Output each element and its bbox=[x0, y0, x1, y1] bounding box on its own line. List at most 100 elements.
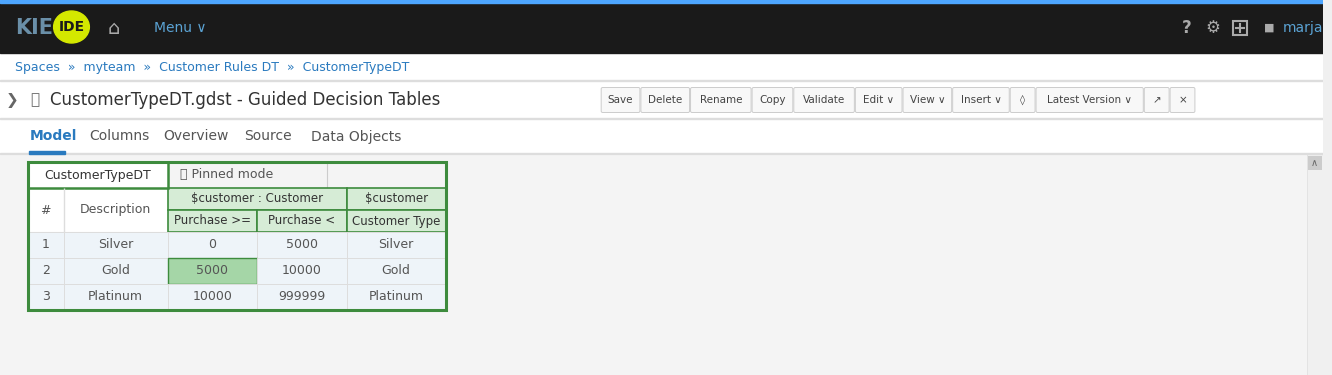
Text: Description: Description bbox=[80, 204, 152, 216]
Text: ■: ■ bbox=[1264, 23, 1275, 33]
Bar bbox=[0, 153, 1323, 154]
Bar bbox=[257, 258, 346, 284]
Text: Purchase >=: Purchase >= bbox=[174, 214, 250, 228]
Text: ×: × bbox=[1177, 95, 1187, 105]
Bar bbox=[29, 150, 64, 153]
Text: ⌂: ⌂ bbox=[108, 18, 120, 38]
Text: Gold: Gold bbox=[382, 264, 410, 278]
Text: Platinum: Platinum bbox=[88, 291, 143, 303]
Bar bbox=[168, 162, 326, 188]
Text: ∧: ∧ bbox=[1311, 158, 1319, 168]
Bar bbox=[28, 162, 168, 188]
Bar bbox=[28, 162, 446, 310]
Bar bbox=[64, 284, 168, 310]
Text: Menu ∨: Menu ∨ bbox=[155, 21, 206, 35]
Bar bbox=[168, 210, 257, 232]
Text: KIE: KIE bbox=[15, 18, 53, 38]
Text: CustomerTypeDT.gdst - Guided Decision Tables: CustomerTypeDT.gdst - Guided Decision Ta… bbox=[49, 91, 440, 109]
Bar bbox=[257, 210, 346, 232]
Text: IDE: IDE bbox=[59, 20, 84, 34]
Text: 5000: 5000 bbox=[286, 238, 318, 252]
Text: Validate: Validate bbox=[803, 95, 846, 105]
Bar bbox=[1307, 154, 1323, 375]
Bar bbox=[64, 232, 168, 258]
Text: Edit ∨: Edit ∨ bbox=[863, 95, 894, 105]
Bar bbox=[168, 284, 257, 310]
Text: ❯: ❯ bbox=[5, 93, 19, 108]
Bar bbox=[0, 119, 1323, 154]
FancyBboxPatch shape bbox=[1169, 87, 1195, 112]
Text: Copy: Copy bbox=[759, 95, 786, 105]
Text: 1: 1 bbox=[41, 238, 49, 252]
Text: $customer: $customer bbox=[365, 192, 428, 206]
Text: Columns: Columns bbox=[89, 129, 149, 144]
FancyBboxPatch shape bbox=[903, 87, 951, 112]
Bar bbox=[0, 154, 1323, 375]
Text: Silver: Silver bbox=[99, 238, 133, 252]
FancyBboxPatch shape bbox=[855, 87, 902, 112]
Bar bbox=[0, 53, 1323, 81]
Text: Data Objects: Data Objects bbox=[310, 129, 401, 144]
Text: marja: marja bbox=[1283, 21, 1323, 35]
Text: Insert ∨: Insert ∨ bbox=[960, 95, 1002, 105]
Text: 999999: 999999 bbox=[278, 291, 325, 303]
Text: Model: Model bbox=[29, 129, 77, 144]
Bar bbox=[346, 232, 446, 258]
Bar bbox=[168, 258, 257, 284]
FancyBboxPatch shape bbox=[690, 87, 751, 112]
Text: 2: 2 bbox=[41, 264, 49, 278]
Text: Latest Version ∨: Latest Version ∨ bbox=[1047, 95, 1132, 105]
FancyBboxPatch shape bbox=[753, 87, 793, 112]
Text: 10000: 10000 bbox=[193, 291, 232, 303]
Bar bbox=[1233, 21, 1247, 35]
Text: Source: Source bbox=[244, 129, 292, 144]
Text: Silver: Silver bbox=[378, 238, 414, 252]
Text: ↗: ↗ bbox=[1152, 95, 1162, 105]
Bar bbox=[168, 232, 257, 258]
Text: 10000: 10000 bbox=[282, 264, 322, 278]
Text: Spaces  »  myteam  »  Customer Rules DT  »  CustomerTypeDT: Spaces » myteam » Customer Rules DT » Cu… bbox=[15, 60, 409, 74]
Text: Platinum: Platinum bbox=[369, 291, 424, 303]
FancyBboxPatch shape bbox=[1144, 87, 1169, 112]
Text: 🔒: 🔒 bbox=[29, 93, 39, 108]
Bar bbox=[28, 188, 168, 232]
Bar bbox=[28, 232, 64, 258]
Text: CustomerTypeDT: CustomerTypeDT bbox=[44, 168, 151, 182]
Text: 0: 0 bbox=[209, 238, 217, 252]
Bar bbox=[1308, 156, 1321, 170]
Bar bbox=[0, 80, 1323, 81]
Bar bbox=[346, 210, 446, 232]
Text: #: # bbox=[40, 204, 51, 216]
Bar bbox=[346, 188, 446, 210]
Bar bbox=[0, 0, 1323, 3]
Text: $customer : Customer: $customer : Customer bbox=[190, 192, 324, 206]
Text: Save: Save bbox=[607, 95, 633, 105]
Bar bbox=[346, 258, 446, 284]
FancyBboxPatch shape bbox=[601, 87, 639, 112]
Bar bbox=[28, 258, 64, 284]
Text: 3: 3 bbox=[41, 291, 49, 303]
FancyBboxPatch shape bbox=[1036, 87, 1143, 112]
Text: Overview: Overview bbox=[163, 129, 228, 144]
FancyBboxPatch shape bbox=[1010, 87, 1035, 112]
Text: View ∨: View ∨ bbox=[910, 95, 946, 105]
Bar bbox=[64, 258, 168, 284]
FancyBboxPatch shape bbox=[641, 87, 690, 112]
Bar bbox=[0, 118, 1323, 119]
Text: ⚙: ⚙ bbox=[1205, 19, 1220, 37]
Text: Gold: Gold bbox=[101, 264, 131, 278]
FancyBboxPatch shape bbox=[794, 87, 854, 112]
Text: Rename: Rename bbox=[699, 95, 742, 105]
Text: ?: ? bbox=[1181, 19, 1191, 37]
Text: Purchase <: Purchase < bbox=[268, 214, 336, 228]
Text: 📌 Pinned mode: 📌 Pinned mode bbox=[180, 168, 273, 182]
Bar bbox=[0, 3, 1323, 53]
Bar bbox=[257, 284, 346, 310]
Text: ◊: ◊ bbox=[1020, 95, 1026, 105]
Ellipse shape bbox=[53, 11, 89, 43]
Bar bbox=[28, 284, 64, 310]
Bar bbox=[257, 232, 346, 258]
FancyBboxPatch shape bbox=[952, 87, 1010, 112]
Bar bbox=[346, 284, 446, 310]
Text: 5000: 5000 bbox=[197, 264, 229, 278]
